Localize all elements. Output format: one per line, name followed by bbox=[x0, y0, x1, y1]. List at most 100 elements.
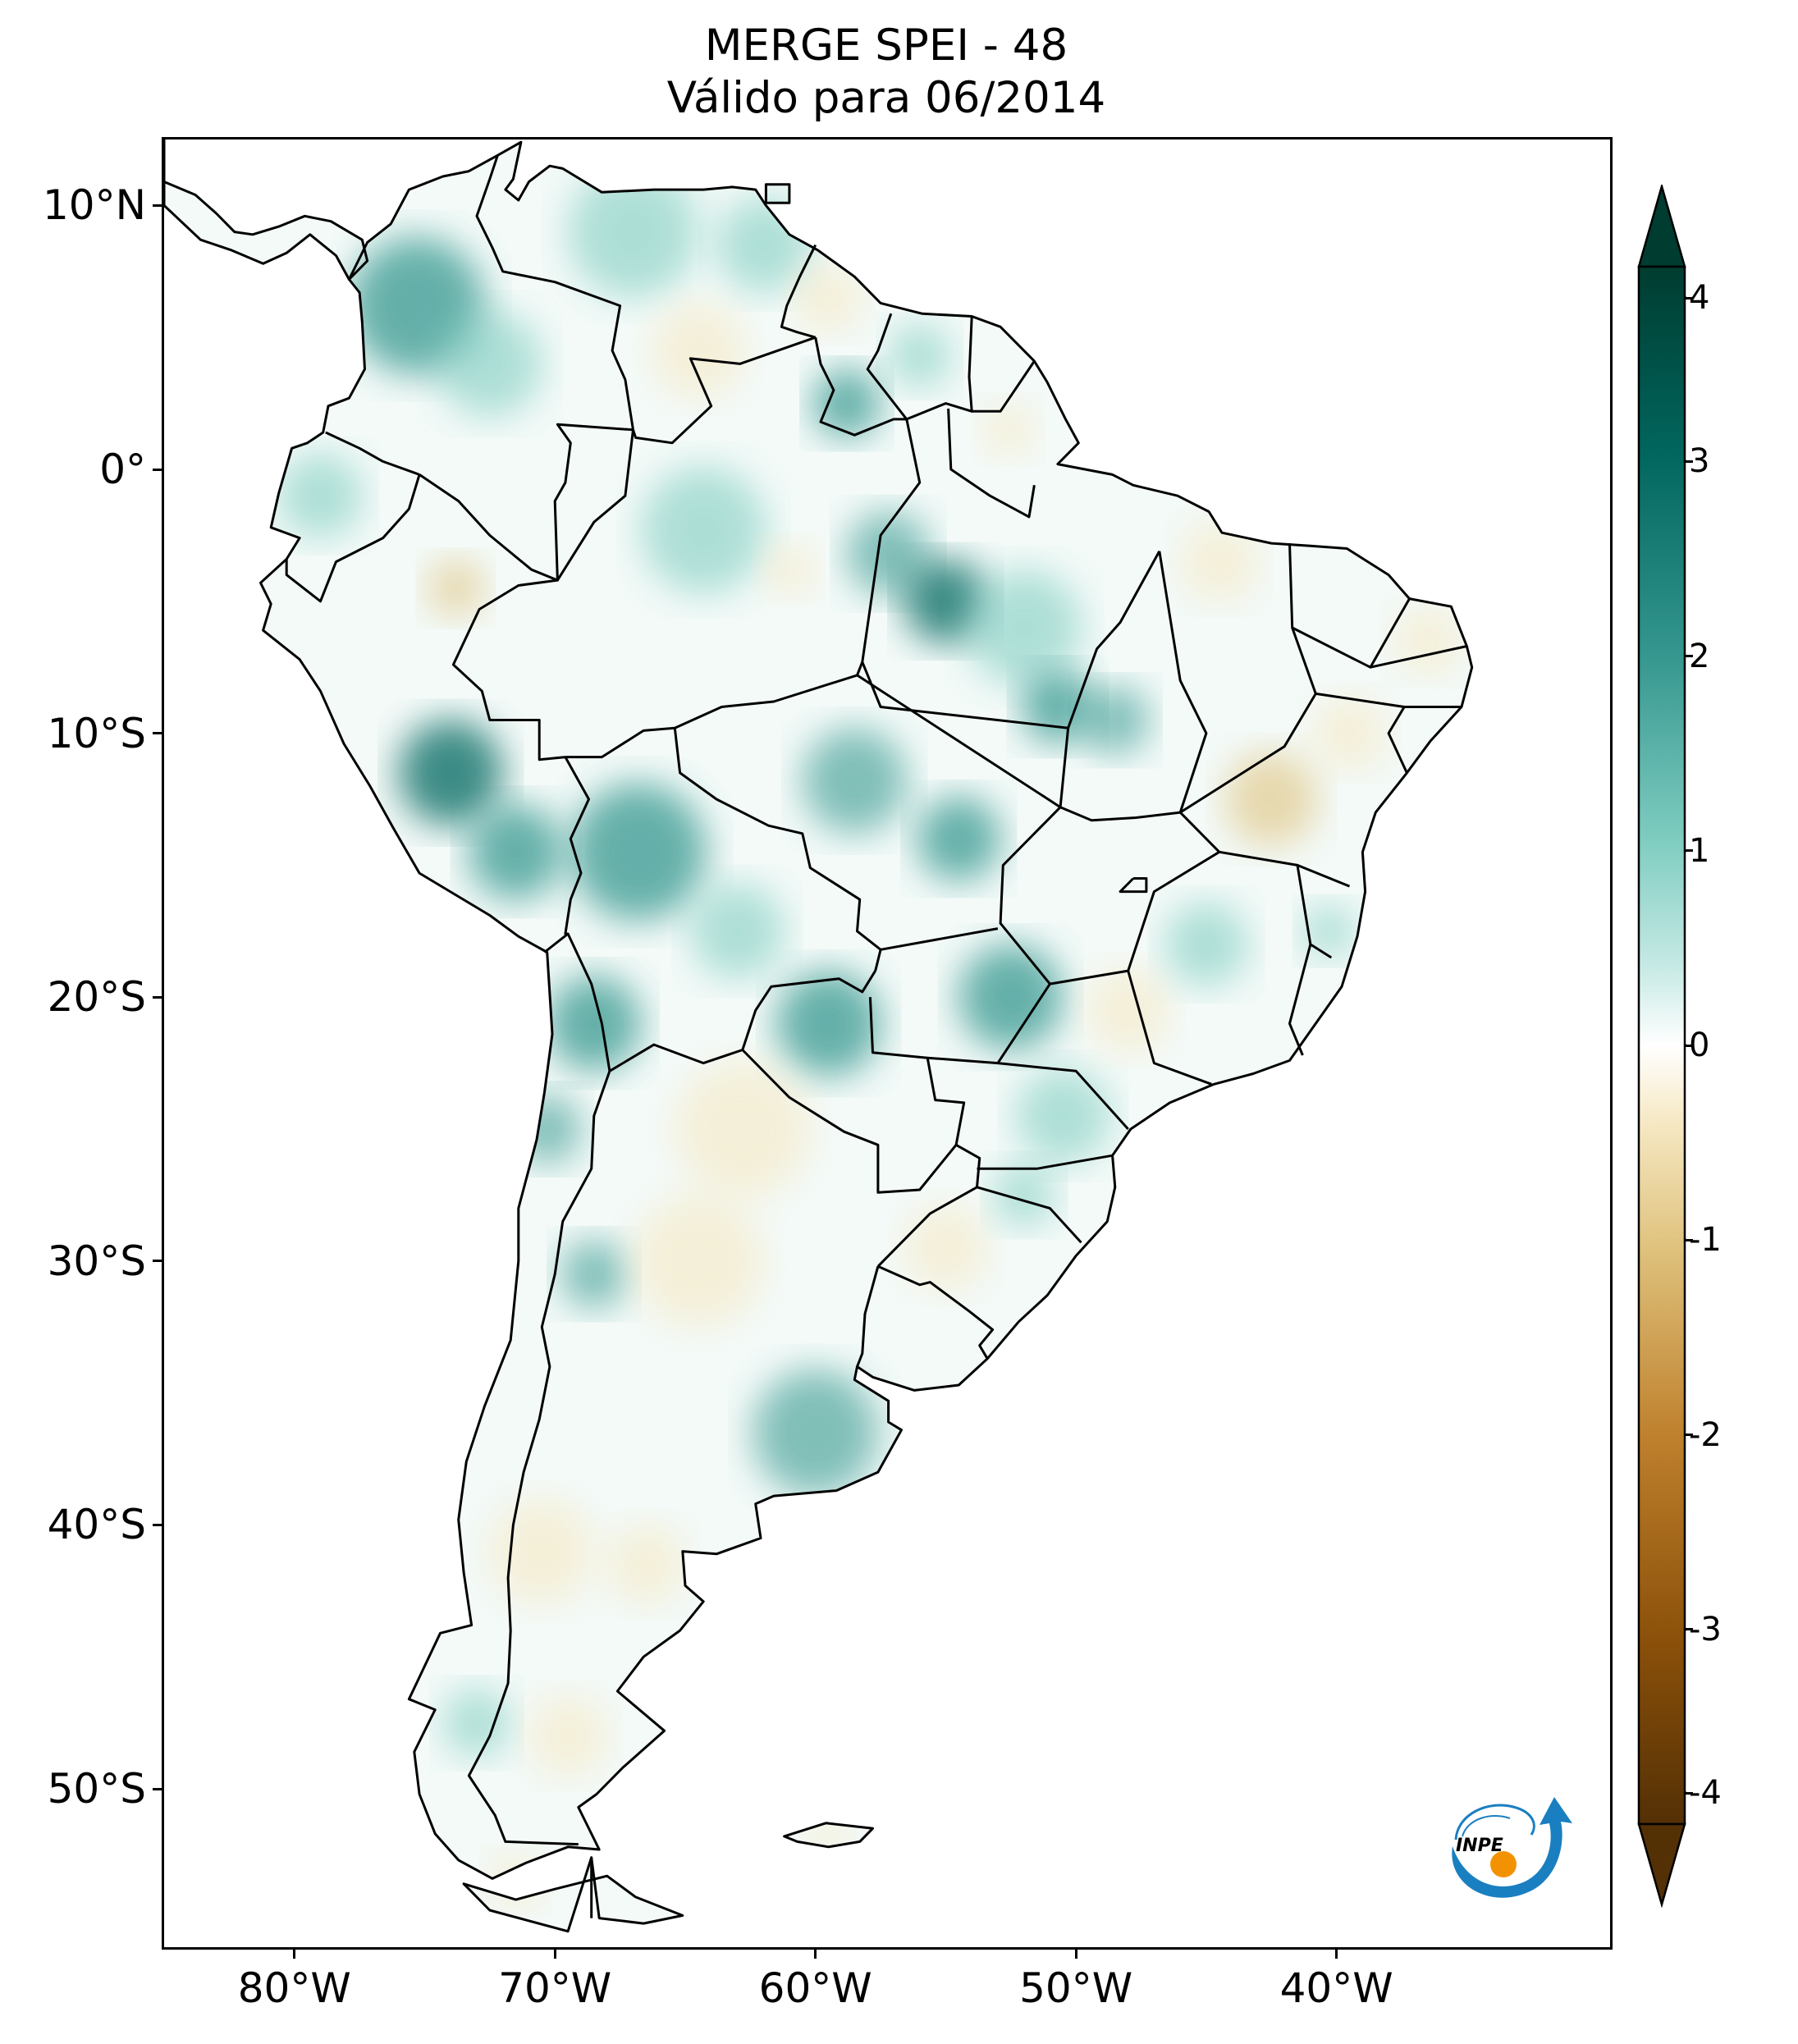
political-border bbox=[556, 429, 634, 581]
political-border bbox=[419, 423, 634, 582]
dry-anomaly bbox=[651, 303, 745, 399]
political-border bbox=[1179, 812, 1351, 888]
lat-label-10n: 10°N bbox=[42, 181, 146, 230]
lon-label-50w: 50°W bbox=[1019, 1964, 1133, 2012]
coastline bbox=[462, 1856, 684, 1933]
wet-anomaly bbox=[753, 1369, 878, 1497]
colorbar-tick-mark bbox=[1685, 655, 1693, 657]
political-border bbox=[880, 927, 999, 951]
inpe-logo-swoosh bbox=[1452, 1797, 1572, 1898]
political-border bbox=[609, 1043, 743, 1072]
wet-anomaly bbox=[716, 197, 811, 293]
colorbar-tick-mark bbox=[1685, 1044, 1693, 1047]
colorbar-tick-mark bbox=[1685, 296, 1693, 300]
political-border bbox=[856, 1265, 880, 1368]
colorbar-tick-mark bbox=[1685, 1791, 1693, 1795]
political-border bbox=[1158, 551, 1208, 813]
wet-anomaly bbox=[547, 976, 641, 1072]
political-border bbox=[565, 726, 882, 972]
dry-anomaly bbox=[763, 543, 816, 597]
colorbar-tick-mark bbox=[1685, 1434, 1693, 1436]
political-border bbox=[1127, 970, 1212, 1086]
lat-tick bbox=[153, 995, 164, 999]
dry-anomaly bbox=[606, 1525, 685, 1604]
colorbar-label-neg1: -1 bbox=[1689, 1221, 1722, 1260]
wet-anomaly bbox=[1081, 685, 1150, 755]
political-border bbox=[1288, 944, 1312, 1056]
political-border bbox=[877, 1264, 995, 1360]
lat-label-30s: 30°S bbox=[47, 1237, 146, 1285]
lat-tick bbox=[153, 468, 164, 471]
dry-anomaly bbox=[904, 1205, 988, 1291]
map-panel bbox=[162, 137, 1613, 1950]
wet-anomaly bbox=[640, 466, 766, 594]
political-border bbox=[543, 756, 590, 953]
political-border bbox=[1370, 645, 1467, 669]
colorbar-tick-mark bbox=[1685, 1238, 1693, 1241]
inpe-logo: INPE bbox=[1452, 1797, 1572, 1898]
political-border bbox=[977, 1186, 1082, 1244]
political-border bbox=[674, 418, 922, 729]
lon-label-60w: 60°W bbox=[758, 1964, 872, 2012]
political-border bbox=[741, 970, 876, 1050]
dry-anomaly bbox=[675, 1060, 811, 1198]
wet-anomaly bbox=[437, 311, 542, 417]
colorbar bbox=[1637, 185, 1686, 1908]
dry-anomaly bbox=[794, 263, 862, 332]
wet-anomaly bbox=[846, 511, 931, 597]
political-border bbox=[566, 933, 611, 1072]
wet-anomaly bbox=[570, 783, 707, 921]
political-border bbox=[1067, 550, 1161, 729]
colorbar-extend-bottom bbox=[1637, 1822, 1686, 1908]
wet-anomaly bbox=[513, 1095, 581, 1164]
dry-anomaly bbox=[633, 1195, 764, 1328]
dry-anomaly bbox=[489, 1498, 594, 1604]
dry-anomaly bbox=[1224, 752, 1319, 847]
political-border bbox=[856, 674, 1061, 808]
wet-anomaly bbox=[398, 720, 503, 826]
lon-tick bbox=[1074, 1947, 1077, 1959]
lon-label-40w: 40°W bbox=[1279, 1964, 1393, 2012]
political-border bbox=[285, 473, 421, 603]
political-border bbox=[977, 1154, 1113, 1170]
political-border bbox=[866, 313, 908, 420]
wet-anomaly bbox=[278, 453, 363, 538]
wet-anomaly bbox=[469, 804, 563, 900]
political-border bbox=[906, 316, 973, 421]
political-border bbox=[868, 997, 966, 1145]
chart-subtitle: Válido para 06/2014 bbox=[666, 73, 1106, 123]
wet-anomaly bbox=[812, 368, 881, 438]
dry-anomaly bbox=[1393, 606, 1462, 675]
lat-tick bbox=[153, 1523, 164, 1526]
colorbar-label-neg4: -4 bbox=[1689, 1774, 1722, 1812]
lat-tick bbox=[153, 732, 164, 735]
colorbar-extend-top bbox=[1637, 185, 1686, 268]
political-border bbox=[814, 336, 907, 437]
political-border bbox=[741, 1049, 958, 1194]
political-border bbox=[1387, 706, 1408, 774]
inpe-logo-sun bbox=[1490, 1851, 1517, 1877]
political-border bbox=[467, 1070, 611, 1846]
dry-anomaly bbox=[1180, 522, 1259, 601]
country-state-borders bbox=[164, 139, 1474, 1933]
lat-label-50s: 50°S bbox=[47, 1765, 146, 1813]
political-border bbox=[999, 806, 1062, 985]
wet-anomaly bbox=[888, 324, 951, 388]
lon-label-70w: 70°W bbox=[498, 1964, 612, 2012]
political-border bbox=[1050, 851, 1220, 985]
political-border bbox=[780, 244, 817, 339]
political-border bbox=[451, 578, 566, 761]
lat-tick bbox=[153, 203, 164, 207]
political-border bbox=[1059, 728, 1181, 822]
coastline bbox=[259, 140, 1474, 1880]
colorbar-label-neg2: -2 bbox=[1689, 1415, 1722, 1454]
wet-anomaly bbox=[992, 1163, 1055, 1228]
wet-anomaly bbox=[690, 883, 785, 979]
wet-anomaly bbox=[917, 796, 1001, 881]
coastline bbox=[764, 183, 791, 204]
lat-label-0: 0° bbox=[99, 446, 146, 493]
south-america-map bbox=[164, 139, 1474, 1933]
dry-anomaly bbox=[528, 1696, 607, 1776]
political-border bbox=[947, 408, 1036, 519]
lat-tick bbox=[153, 1787, 164, 1790]
